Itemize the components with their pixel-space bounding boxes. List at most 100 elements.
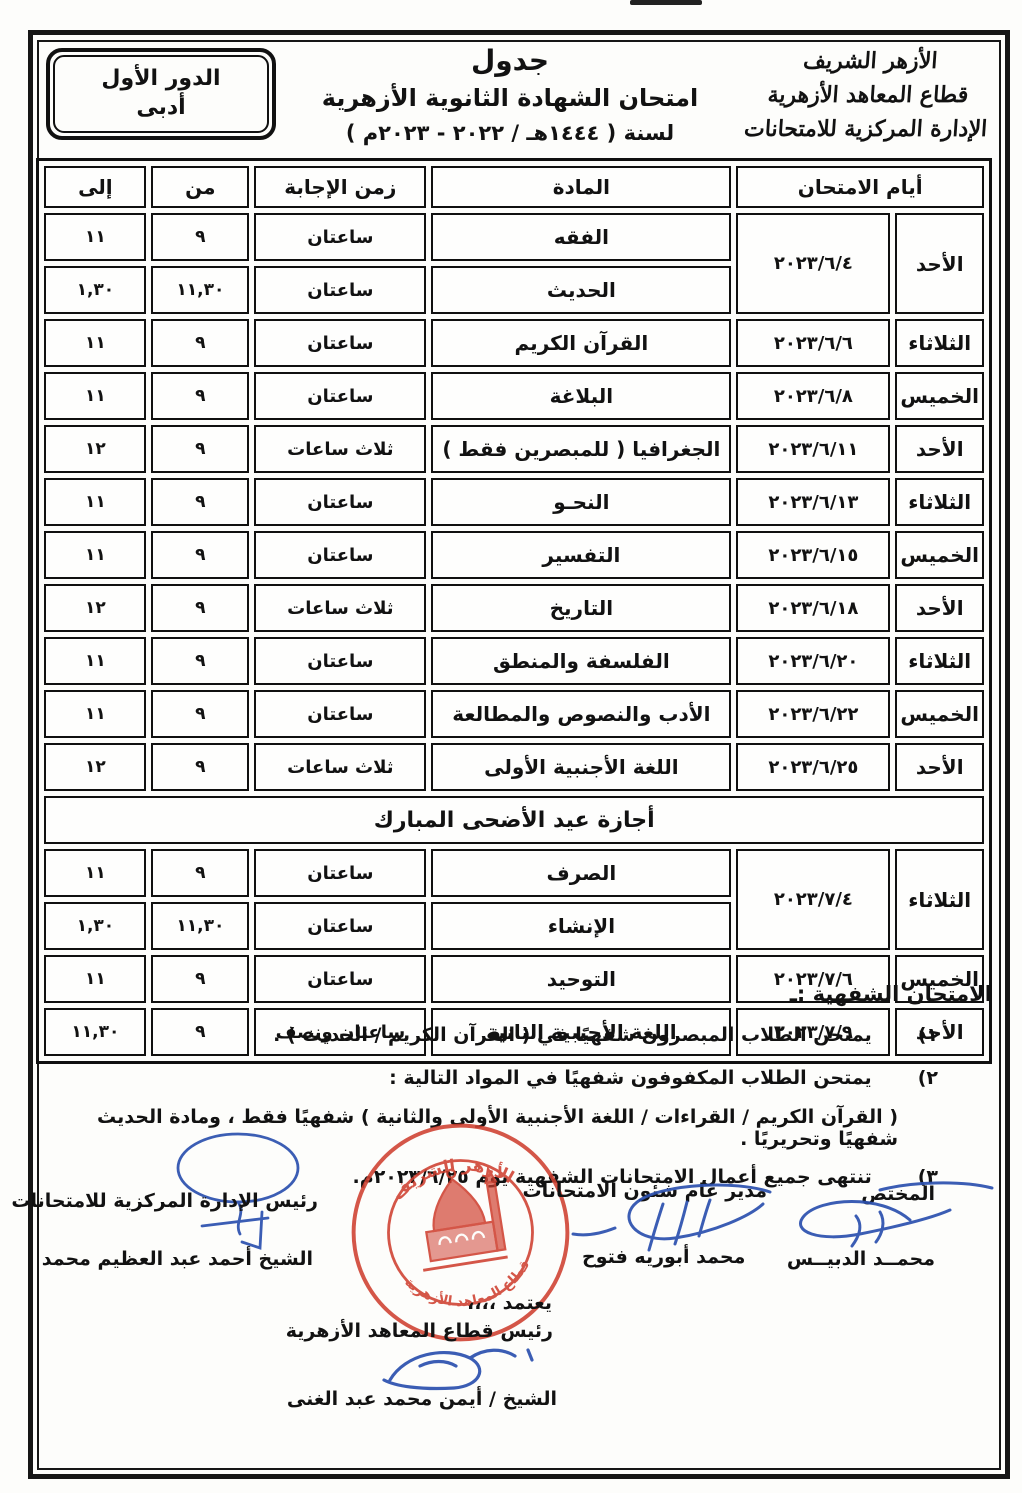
note-item-2-continuation: ( القرآن الكريم / القراءات / اللغة الأجن… (97, 1106, 898, 1150)
organization-letterhead: الأزهر الشريف قطاع المعاهد الأزهرية الإد… (734, 44, 1001, 146)
exam-duration: ساعتان (254, 531, 427, 579)
exam-from: ٩ (151, 425, 250, 473)
exam-to: ١,٣٠ (44, 902, 147, 950)
exam-to: ١١ (44, 478, 147, 526)
exam-from: ٩ (151, 1008, 250, 1056)
exam-from: ٩ (151, 213, 250, 261)
note-text: تنتهى جميع أعمال الامتحانات الشفهية يوم … (352, 1166, 872, 1188)
exam-to: ١١ (44, 849, 147, 897)
exam-date: ٢٠٢٣/٦/٢٥ (736, 743, 891, 791)
exam-from: ٩ (151, 637, 250, 685)
exam-day: الثلاثاء (895, 478, 984, 526)
exam-from: ٩ (151, 690, 250, 738)
exam-to: ١١ (44, 213, 147, 261)
exam-duration: ساعتان (254, 372, 427, 420)
header-duration: زمن الإجابة (254, 166, 427, 208)
exam-day: الثلاثاء (895, 637, 984, 685)
exam-subject: الفلسفة والمنطق (431, 637, 732, 685)
round-label: الدور الأول (101, 66, 221, 92)
exam-subject: الصرف (431, 849, 732, 897)
exam-from: ٩ (151, 531, 250, 579)
exam-from: ٩ (151, 743, 250, 791)
exam-duration: ساعتان (254, 690, 427, 738)
note-item-3: ٣) تنتهى جميع أعمال الامتحانات الشفهية ي… (34, 1166, 994, 1188)
director-title: مدير عام شئون الامتحانات (522, 1180, 767, 1202)
exam-subject: الحديث (431, 266, 732, 314)
exam-date: ٢٠٢٣/٦/٨ (736, 372, 891, 420)
exam-day: الخميس (895, 372, 984, 420)
round-badge-box: الدور الأول أدبى (46, 48, 276, 140)
exam-subject: الأدب والنصوص والمطالعة (431, 690, 732, 738)
exam-date: ٢٠٢٣/٦/٦ (736, 319, 891, 367)
note-number: ١) (917, 1024, 938, 1046)
specialist-title: المختص (861, 1183, 935, 1205)
table-row: الثلاثاء ٢٠٢٣/٦/٢٠ الفلسفة والمنطق ساعتا… (44, 637, 984, 685)
exam-to: ١١ (44, 531, 147, 579)
exam-to: ١١ (44, 372, 147, 420)
table-row: الأحد ٢٠٢٣/٦/١٨ التاريخ ثلاث ساعات ٩ ١٢ (44, 584, 984, 632)
table-row: الخميس ٢٠٢٣/٦/٨ البلاغة ساعتان ٩ ١١ (44, 372, 984, 420)
exam-duration: ثلاث ساعات (254, 743, 427, 791)
approval-name: الشيخ / أيمن محمد عبد الغنى (286, 1388, 557, 1410)
table-row: الأحد ٢٠٢٣/٧/٩ اللغة الأجنبية الثانية سا… (44, 1008, 984, 1056)
exam-day: الثلاثاء (895, 319, 984, 367)
exam-to: ١١ (44, 955, 147, 1003)
exam-subject: التاريخ (431, 584, 732, 632)
exam-subject: الإنشاء (431, 902, 732, 950)
exam-from: ٩ (151, 849, 250, 897)
exam-duration: ساعتان (254, 266, 427, 314)
table-header-row: أيام الامتحان المادة زمن الإجابة من إلى (44, 166, 984, 208)
round-badge-inner: الدور الأول أدبى (53, 55, 269, 133)
table-row: الأحد ٢٠٢٣/٦/١١ الجغرافيا ( للمبصرين فقط… (44, 425, 984, 473)
note-item-1: ١) يمتحن الطلاب المبصرون شفهيًا في ( الق… (34, 1024, 994, 1046)
exam-duration: ساعتان (254, 955, 427, 1003)
note-text: يمتحن الطلاب المكفوفون شفهيًا في المواد … (389, 1067, 872, 1089)
title-exam-name: امتحان الشهادة الثانوية الأزهرية (321, 84, 699, 112)
exam-subject: اللغة الأجنبية الثانية (431, 1008, 732, 1056)
exam-to: ١٢ (44, 584, 147, 632)
table-row: الأحد ٢٠٢٣/٦/٢٥ اللغة الأجنبية الأولى ثل… (44, 743, 984, 791)
exam-day: الأحد (895, 743, 984, 791)
exam-duration: ثلاث ساعات (254, 584, 427, 632)
exam-day: الخميس (895, 955, 984, 1003)
header-from: من (151, 166, 250, 208)
exam-from: ٩ (151, 319, 250, 367)
exam-date: ٢٠٢٣/٧/٤ (736, 849, 891, 950)
document-title: جدول امتحان الشهادة الثانوية الأزهرية لس… (300, 44, 720, 145)
approval-word: يعتمد ،،،، (467, 1292, 552, 1314)
exam-duration: ساعتان (254, 319, 427, 367)
exam-to: ١١ (44, 637, 147, 685)
exam-date: ٢٠٢٣/٧/٦ (736, 955, 891, 1003)
table-row: الثلاثاء ٢٠٢٣/٦/١٣ النحـو ساعتان ٩ ١١ (44, 478, 984, 526)
note-text: يمتحن الطلاب المبصرون شفهيًا في ( القرآن… (273, 1024, 872, 1046)
exam-to: ١١ (44, 319, 147, 367)
exam-from: ١١,٣٠ (151, 266, 250, 314)
exam-duration: ثلاث ساعات (254, 425, 427, 473)
header-to: إلى (44, 166, 147, 208)
exam-duration: ساعتان (254, 849, 427, 897)
table-row: الخميس ٢٠٢٣/٦/١٥ التفسير ساعتان ٩ ١١ (44, 531, 984, 579)
table-row: الإنشاء ساعتان ١١,٣٠ ١,٣٠ (44, 902, 984, 950)
exam-duration: ساعتان (254, 902, 427, 950)
official-stamp: الأزهر الشريف قطاع المعاهد الأزهرية (351, 1123, 570, 1342)
exam-day: الأحد (895, 1008, 984, 1056)
exam-duration: ساعتان ونصف (254, 1008, 427, 1056)
table-row: الثلاثاء ٢٠٢٣/٧/٤ الصرف ساعتان ٩ ١١ (44, 849, 984, 950)
specialist-name: محمــد الدبيــس (786, 1248, 935, 1270)
note-number: ٣) (917, 1166, 938, 1188)
holiday-row: أجازة عيد الأضحى المبارك (44, 796, 984, 844)
exam-schedule-table: أيام الامتحان المادة زمن الإجابة من إلى … (36, 158, 992, 1064)
exam-subject: البلاغة (431, 372, 732, 420)
exam-subject: الفقه (431, 213, 732, 261)
org-line-sector: قطاع المعاهد الأزهرية (766, 82, 970, 109)
notes-title: الامتحان الشفهية :ـ (789, 982, 992, 1006)
table-row: الحديث ساعتان ١١,٣٠ ١,٣٠ (44, 266, 984, 314)
director-name: محمد أبوريه فتوح (582, 1246, 746, 1268)
central-head-title: رئيس الإدارة المركزية للامتحانات (11, 1190, 318, 1212)
table-row: الخميس ٢٠٢٣/٧/٦ التوحيد ساعتان ٩ ١١ (44, 955, 984, 1003)
exam-date: ٢٠٢٣/٦/١٨ (736, 584, 891, 632)
exam-date: ٢٠٢٣/٦/٢٢ (736, 690, 891, 738)
holiday-label: أجازة عيد الأضحى المبارك (44, 796, 984, 844)
exam-subject: اللغة الأجنبية الأولى (431, 743, 732, 791)
note-number: ٢) (917, 1067, 938, 1089)
